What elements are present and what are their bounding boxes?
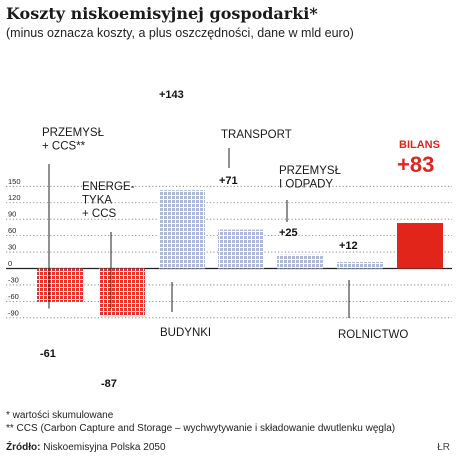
bar-5 bbox=[277, 254, 323, 269]
author-credit: ŁR bbox=[437, 442, 450, 453]
footnote-cumulative: * wartości skumulowane bbox=[6, 410, 114, 421]
footnote-ccs: ** CCS (Carbon Capture and Storage – wyc… bbox=[6, 422, 396, 434]
value-label-4: +71 bbox=[219, 175, 238, 187]
y-tick-label: 90 bbox=[8, 210, 16, 219]
y-tick-label: 120 bbox=[8, 193, 21, 202]
y-tick-label: 0 bbox=[8, 259, 12, 268]
bar-6 bbox=[337, 261, 383, 269]
category-label-3: BUDYNKI bbox=[160, 327, 211, 339]
y-tick-label: 150 bbox=[8, 177, 21, 186]
category-label-6: ROLNICTWO bbox=[338, 329, 408, 341]
bar-1 bbox=[37, 268, 83, 302]
source-label: Źródło: bbox=[6, 442, 41, 453]
value-label-3: +143 bbox=[159, 89, 184, 101]
source-text: Niskoemisyjna Polska 2050 bbox=[43, 442, 166, 453]
bar-7 bbox=[397, 223, 443, 269]
chart-title: Koszty niskoemisyjnej gospodarki* bbox=[6, 4, 318, 23]
bar-3 bbox=[159, 190, 205, 269]
y-tick-label: -60 bbox=[8, 292, 19, 301]
y-tick-label: -30 bbox=[8, 275, 19, 284]
y-tick-label: 60 bbox=[8, 226, 16, 235]
value-label-5: +25 bbox=[279, 227, 298, 239]
category-label-5: PRZEMYSŁ I ODPADY bbox=[279, 165, 342, 191]
footnotes: * wartości skumulowane ** CCS (Carbon Ca… bbox=[6, 410, 395, 435]
bar-2 bbox=[99, 268, 145, 317]
category-label-7: BILANS bbox=[399, 139, 440, 151]
category-label-4: TRANSPORT bbox=[221, 129, 292, 141]
value-label-6: +12 bbox=[339, 240, 358, 252]
value-label-7: +83 bbox=[397, 152, 434, 177]
chart-subtitle: (minus oznacza koszty, a plus oszczędnoś… bbox=[6, 26, 354, 40]
bar-4 bbox=[218, 229, 264, 269]
value-label-2: -87 bbox=[101, 378, 117, 390]
y-tick-label: 30 bbox=[8, 243, 16, 252]
y-tick-label: -90 bbox=[8, 308, 19, 317]
category-label-2: ENERGE-TYKA + CCS bbox=[82, 181, 135, 220]
category-label-1: PRZEMYSŁ + CCS** bbox=[42, 127, 105, 153]
value-label-1: -61 bbox=[40, 348, 56, 360]
source-note: Źródło: Niskoemisyjna Polska 2050 bbox=[6, 442, 166, 453]
